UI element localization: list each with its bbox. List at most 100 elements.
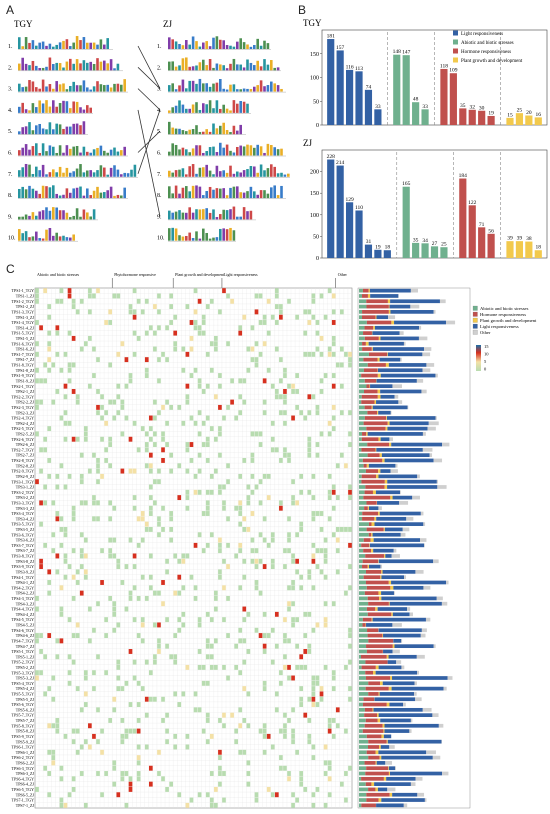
heat-cell (331, 335, 336, 341)
heat-cell (218, 484, 222, 490)
heat-cell (67, 670, 72, 676)
heat-cell (47, 580, 52, 585)
heat-cell (348, 564, 352, 570)
stacked-bar-segment (381, 798, 425, 802)
heat-cell (79, 548, 84, 554)
heat-cell (71, 335, 76, 341)
zj-bar-label-0-0: 228 (327, 154, 336, 160)
heat-cell (315, 404, 320, 410)
heat-cell (104, 457, 108, 463)
stacked-bar-segment (359, 532, 369, 537)
heat-cell (262, 680, 267, 686)
row-label-3: TPS1-2_ZJ (16, 304, 35, 309)
heat-cell (250, 431, 255, 437)
stacked-bar-segment (391, 612, 393, 617)
stacked-bar-segment (427, 426, 436, 431)
heat-cell (283, 638, 287, 644)
heat-cell (92, 733, 96, 739)
tgy-bar-label-2-2: 35 (460, 103, 466, 109)
heat-cell (311, 558, 316, 564)
heat-cell (157, 638, 161, 644)
stacked-bar-segment (359, 617, 363, 622)
heat-cell (218, 548, 222, 554)
stacked-bar-segment (391, 442, 443, 447)
heat-cell (258, 558, 263, 564)
motif-logo-right-8 (168, 185, 286, 199)
legend-c-swatch-1 (472, 311, 478, 317)
heat-cell (266, 786, 271, 792)
stacked-bar-segment (436, 596, 443, 601)
row-label-63: TPS4-5_ZJ (16, 623, 35, 628)
stacked-bar-segment (383, 527, 385, 532)
heat-cell (234, 505, 239, 511)
row-label-54: TPS4-1_TGY (12, 575, 35, 580)
heat-cell (205, 489, 210, 495)
stacked-bar-segment (362, 341, 366, 346)
heat-cell (83, 739, 88, 745)
heat-cell (63, 553, 68, 559)
heat-cell (43, 436, 47, 442)
tgy-ytick-1: 50 (313, 99, 319, 105)
heat-cell (39, 500, 43, 506)
heat-cell (287, 675, 291, 681)
heat-cell (189, 346, 194, 352)
heat-cell (71, 505, 76, 511)
heat-cell (116, 558, 121, 564)
heat-cell (96, 500, 100, 506)
stacked-bar-segment (366, 798, 379, 802)
stacked-bar-segment (377, 368, 423, 373)
panel-c-heatmap: Abiotic and biotic stresses Phytohormone … (12, 272, 537, 809)
stacked-bars-frame (357, 287, 471, 809)
heat-cell (254, 309, 259, 315)
heat-cell (148, 781, 153, 787)
heat-cell (157, 622, 161, 628)
heat-cell (307, 649, 312, 654)
row-label-75: TPS5-4_ZJ (16, 686, 35, 691)
stacked-bar-segment (359, 702, 363, 707)
heat-scale-label-2: 5 (484, 359, 487, 364)
heat-cell (169, 304, 173, 310)
stacked-bar-segment (366, 432, 368, 436)
stacked-bar-segment (438, 723, 444, 728)
heat-cell (59, 797, 64, 803)
heat-cell (238, 707, 243, 713)
heat-cell (63, 558, 68, 564)
row-label-64: TPS4-6_TGY (12, 628, 35, 633)
column-group-label-3: Light responsiveness (224, 272, 258, 277)
heat-cell (67, 288, 72, 294)
heat-cell (295, 749, 299, 755)
heat-cell (92, 500, 96, 506)
tgy-bar-1-1 (402, 55, 410, 125)
heat-cell (279, 457, 283, 463)
heat-cell (323, 771, 328, 776)
heat-cell (71, 595, 76, 601)
row-label-56: TPS4-2_TGY (12, 585, 35, 590)
heat-cell (136, 717, 141, 723)
tgy-bar-2-2 (459, 108, 467, 125)
heat-cell (157, 590, 161, 596)
stacked-bar-segment (359, 580, 366, 585)
heat-cell (218, 404, 222, 410)
heat-cell (108, 442, 113, 447)
heat-cell (311, 394, 316, 400)
heat-cell (283, 723, 287, 729)
heat-cell (291, 601, 295, 607)
row-label-83: TPS5-8_ZJ (16, 729, 35, 734)
heat-cell (234, 643, 239, 649)
heat-cell (35, 479, 39, 485)
heat-cell (100, 749, 104, 755)
stacked-bar-segment (383, 554, 386, 558)
heat-cell (120, 686, 125, 692)
stacked-bar-segment (388, 363, 427, 367)
heat-cell (55, 553, 60, 559)
heat-cell (185, 304, 190, 310)
heat-cell (83, 675, 88, 681)
heat-cell (108, 516, 113, 522)
motif-number-right-8: 8. (157, 193, 162, 199)
stacked-bar-segment (388, 580, 392, 585)
heat-cell (185, 447, 190, 453)
heat-cell (189, 457, 194, 463)
heat-cell (132, 585, 137, 591)
stacked-bar-segment (359, 591, 365, 595)
